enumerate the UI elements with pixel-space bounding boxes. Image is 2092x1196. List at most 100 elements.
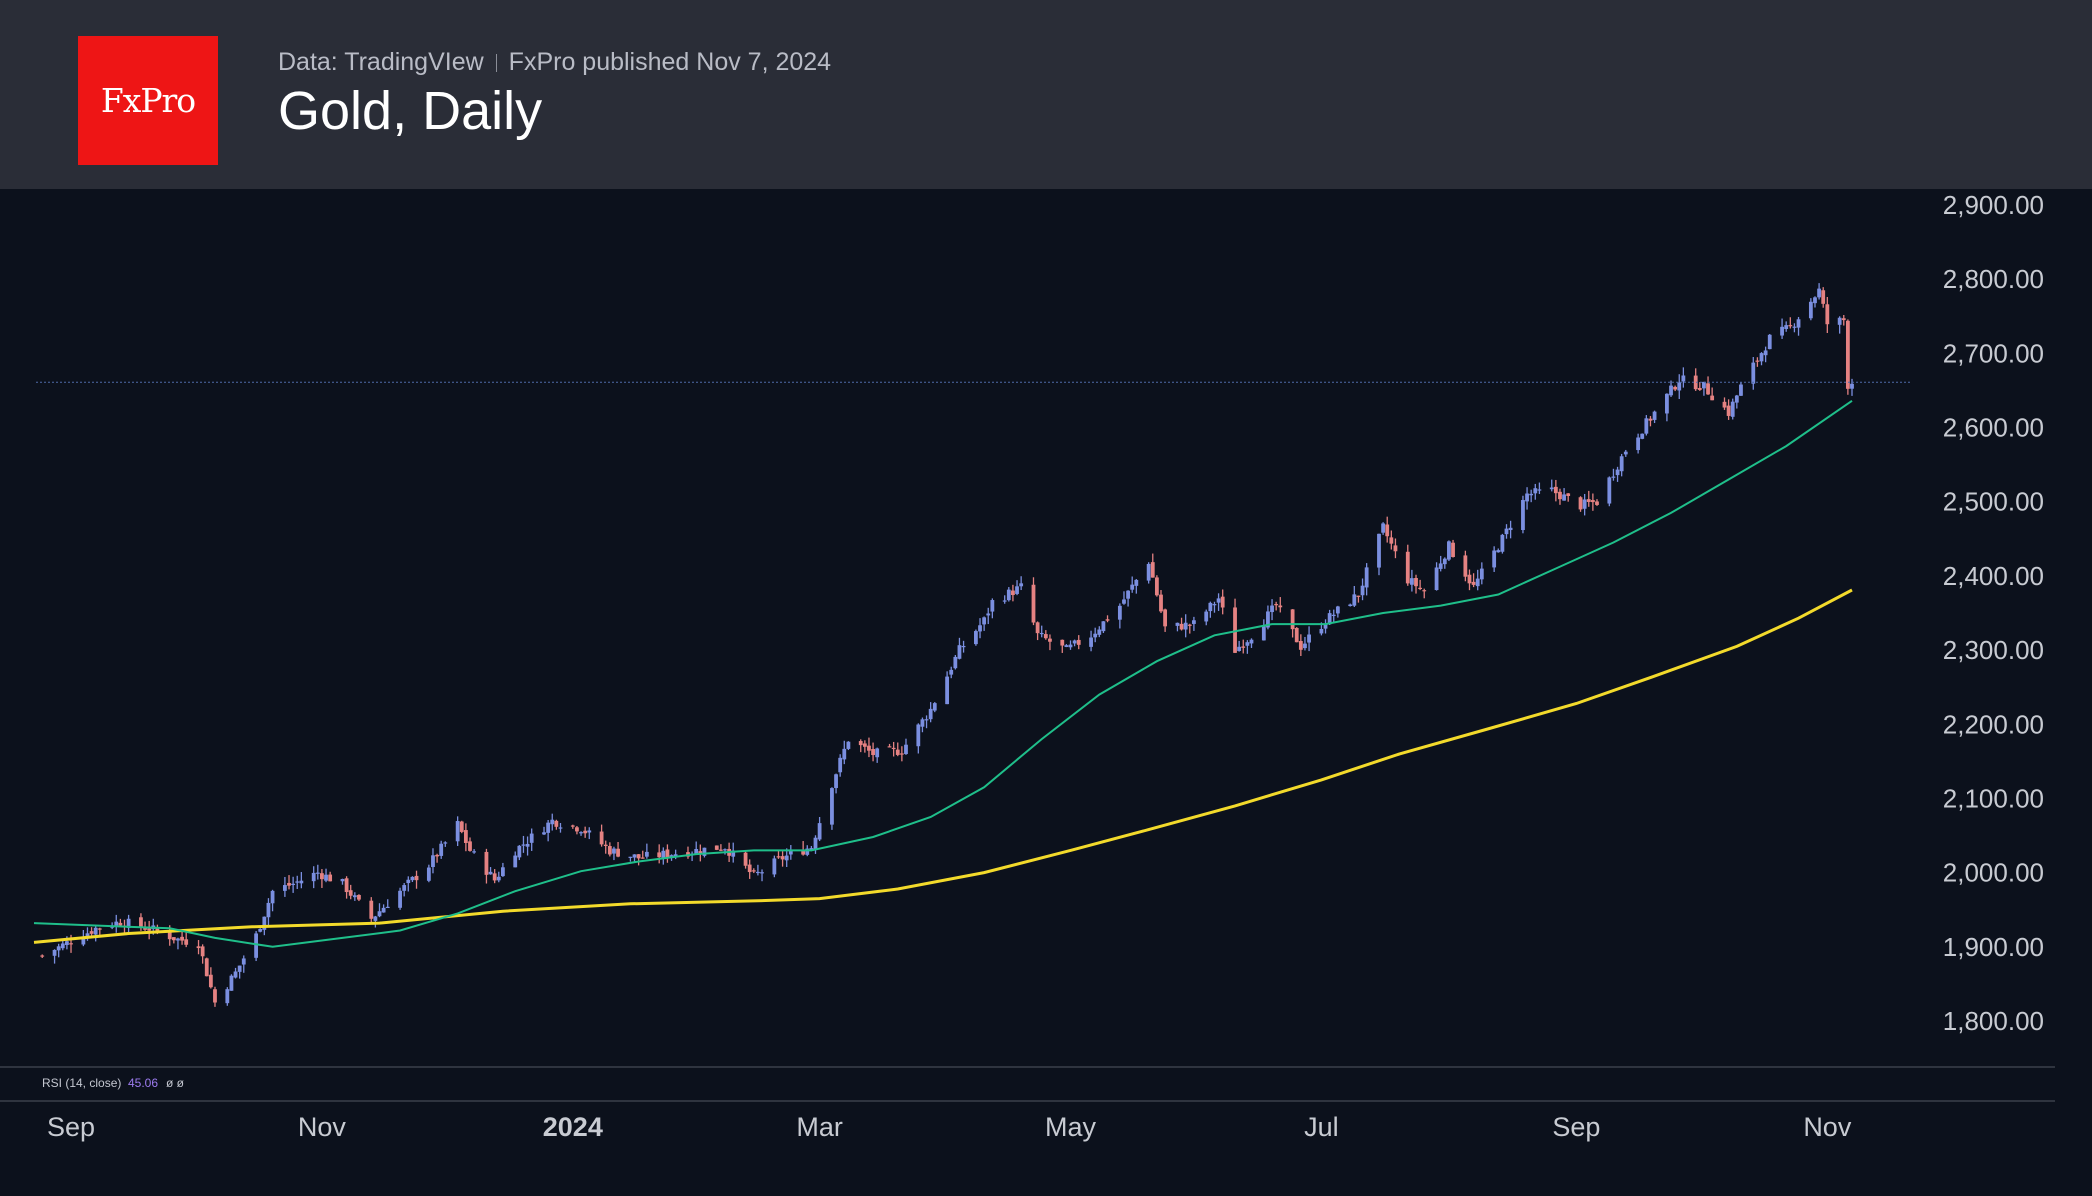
candle [1648, 416, 1653, 427]
candle [1192, 616, 1196, 631]
candle [1759, 352, 1764, 366]
candle [1697, 382, 1702, 391]
candle [299, 872, 304, 889]
candle [636, 854, 641, 866]
candle [1467, 569, 1472, 591]
candle [208, 967, 213, 989]
candle [1117, 603, 1122, 629]
rsi-pane: RSI (14, close) 45.06 ø ø [42, 1076, 185, 1090]
candle [1813, 296, 1817, 308]
candle [233, 967, 238, 979]
price-chart[interactable]: 2,900.00 2,800.00 2,700.00 2,600.00 2,500.00… [0, 189, 2092, 1196]
ma-fast-line [33, 399, 1853, 948]
candle [1780, 318, 1784, 339]
candle [1562, 488, 1566, 501]
candle [1681, 367, 1686, 388]
candle [875, 747, 880, 763]
candle [1006, 587, 1011, 602]
candle [213, 986, 217, 1007]
candle [916, 723, 921, 754]
candle [463, 823, 468, 852]
candle [570, 824, 575, 829]
candle [924, 715, 929, 729]
candle [254, 931, 259, 962]
candle [500, 862, 505, 877]
candle [1278, 597, 1283, 613]
candle [1537, 482, 1542, 495]
candle [978, 618, 982, 639]
candle [1702, 381, 1706, 396]
candle [961, 640, 966, 653]
candle [558, 823, 563, 833]
candle [1673, 385, 1678, 392]
rsi-value: 45.06 [128, 1076, 158, 1090]
candle [369, 897, 374, 924]
candle [830, 787, 834, 830]
candle [1636, 433, 1641, 454]
candle [1179, 617, 1184, 631]
candle [616, 842, 620, 858]
candle [496, 871, 501, 883]
candle [1068, 640, 1073, 650]
candle [1763, 346, 1768, 363]
candle [1237, 640, 1242, 652]
candle [1739, 382, 1743, 396]
candle [1414, 574, 1418, 594]
candle [1590, 493, 1595, 511]
y-tick-label: 2,300.00 [1943, 635, 2044, 665]
candle [686, 846, 690, 859]
candle [1043, 630, 1048, 640]
candle [1475, 569, 1480, 591]
candle [1496, 548, 1501, 553]
y-tick-label: 2,400.00 [1943, 561, 2044, 591]
candle [1607, 476, 1612, 507]
candle [1693, 368, 1698, 391]
candle [241, 955, 246, 973]
candle [1048, 634, 1052, 651]
candle [1298, 634, 1303, 656]
candle [702, 847, 707, 858]
candle [426, 864, 431, 883]
y-tick-label: 2,500.00 [1943, 487, 2044, 517]
x-tick-label: 2024 [543, 1112, 603, 1142]
candle [270, 889, 275, 912]
candle [196, 940, 201, 955]
candle [1595, 499, 1599, 506]
candle [1035, 621, 1040, 641]
candle [788, 845, 793, 860]
candle [1364, 563, 1369, 596]
rsi-extra: ø ø [166, 1076, 185, 1090]
candle [982, 616, 987, 631]
candle [1212, 601, 1217, 613]
candle [126, 914, 131, 933]
candle [1726, 399, 1731, 420]
candle [89, 927, 94, 936]
candle [718, 844, 723, 852]
candle [176, 937, 180, 950]
candle [1072, 639, 1077, 647]
ma-slow-line [33, 588, 1853, 944]
candle [1208, 601, 1213, 618]
candle [455, 816, 460, 846]
candle [266, 898, 271, 926]
candle [348, 884, 353, 900]
candle [1808, 298, 1813, 321]
candle [328, 871, 333, 882]
candle [1159, 590, 1163, 614]
candle [1504, 524, 1509, 539]
candle [1146, 562, 1151, 584]
candle [352, 892, 357, 901]
candle [180, 931, 184, 945]
candle [1788, 317, 1793, 329]
candle [628, 856, 633, 862]
candle [1409, 569, 1414, 592]
candle [1582, 493, 1587, 516]
candle [1360, 578, 1365, 601]
candle [40, 954, 45, 958]
candle [1644, 415, 1649, 436]
x-tick-label: Mar [796, 1112, 843, 1142]
candle [1706, 376, 1710, 395]
candle [1385, 516, 1390, 543]
candle [1126, 590, 1130, 607]
candle [488, 867, 493, 875]
